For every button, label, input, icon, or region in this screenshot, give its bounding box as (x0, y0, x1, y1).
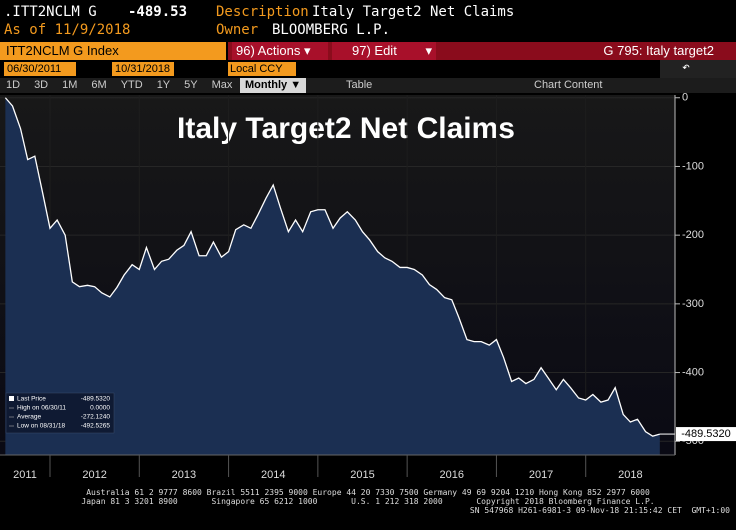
x-tick-label: 2015 (350, 469, 374, 481)
period-button[interactable]: 3D (34, 79, 49, 91)
last-value-label: -489.5320 (681, 428, 731, 440)
period-button[interactable]: 1D (6, 79, 21, 91)
chart-content-button[interactable]: Chart Content (534, 79, 603, 91)
legend-value: -272.1240 (81, 414, 111, 421)
owner: BLOOMBERG L.P. (272, 22, 391, 38)
legend-box (5, 392, 115, 434)
owner-label: Owner (216, 22, 259, 38)
edit-button[interactable]: 97) Edit ▾ (332, 42, 436, 60)
security: ITT2NCLM G Index (6, 43, 119, 58)
ticker: .ITT2NCLM G (4, 4, 97, 20)
period-button[interactable]: 5Y (184, 79, 198, 91)
x-tick-label: 2012 (82, 469, 106, 481)
y-axis-background (675, 95, 736, 455)
footer: Australia 61 2 9777 8600 Brazil 5511 239… (0, 488, 736, 515)
y-tick-label: -100 (682, 160, 704, 172)
legend-value: -489.5320 (81, 396, 111, 403)
edit[interactable]: 97) Edit (352, 43, 397, 58)
period-button[interactable]: Max (211, 79, 233, 91)
last-value-tag (676, 427, 736, 442)
period-button[interactable]: 6M (91, 79, 107, 91)
y-tick-label: -200 (682, 229, 704, 241)
chart-title: Italy Target2 Net Claims (177, 112, 515, 145)
reset-button[interactable]: ↶ (660, 60, 736, 78)
legend-swatch (9, 396, 14, 401)
period-buttons: 1D 3D 1M 6M YTD 1Y 5Y Max (6, 79, 246, 92)
footer-line: Australia 61 2 9777 8600 Brazil 5511 239… (86, 488, 650, 497)
x-tick-label: 2013 (172, 469, 196, 481)
y-tick-label: -300 (682, 298, 704, 310)
y-tick-label: 0 (682, 93, 688, 104)
price-line (4, 97, 661, 437)
table-button[interactable]: Table (346, 79, 373, 91)
footer-line: Japan 81 3 3201 8900 Singapore 65 6212 1… (81, 497, 655, 506)
legend-value: 0.0000 (90, 405, 110, 412)
description-label: Description (216, 4, 309, 20)
period-button[interactable]: YTD (120, 79, 143, 91)
actions[interactable]: 96) Actions (236, 43, 301, 58)
chart: Italy Target2 Net Claims 0 -100 -200 -300 -4… (0, 93, 736, 481)
period-button[interactable]: 1Y (156, 79, 171, 91)
x-tick-label: 2016 (440, 469, 464, 481)
x-tick-label: 2018 (618, 469, 642, 481)
currency[interactable]: Local CCY (228, 62, 296, 76)
y-tick-label: -400 (682, 366, 704, 378)
footer-line: SN 547968 H261-6981-3 09-Nov-18 21:15:42… (469, 506, 730, 515)
legend-label: High on 06/30/11 (17, 405, 66, 412)
toolbar (0, 78, 736, 93)
frequency-text[interactable]: Monthly (245, 79, 288, 91)
end-date[interactable]: 10/31/2018 (112, 62, 174, 76)
area-fill (5, 97, 660, 455)
x-tick-label: 2017 (529, 469, 553, 481)
frequency[interactable]: Monthly ▼ (240, 78, 306, 93)
period-button[interactable]: 1M (62, 79, 78, 91)
as-of: As of 11/9/2018 (4, 22, 131, 38)
security-bar: ITT2NCLM G Index (0, 42, 226, 60)
reset-icon[interactable]: ↶ (682, 60, 690, 75)
legend-label: Last Price (17, 396, 46, 403)
x-tick-label: 2014 (261, 469, 285, 481)
legend-label: Average (17, 414, 41, 421)
legend-value: -492.5265 (81, 423, 111, 430)
legend-label: Low on 08/31/18 (17, 423, 65, 430)
start-date[interactable]: 06/30/2011 (4, 62, 76, 76)
price: -489.53 (128, 4, 188, 20)
x-tick-label: 2011 (13, 469, 37, 481)
page-title: G 795: Italy target2 (603, 43, 714, 58)
description: Italy Target2 Net Claims (312, 4, 515, 20)
actions-button[interactable]: 96) Actions ▾ (232, 42, 328, 60)
